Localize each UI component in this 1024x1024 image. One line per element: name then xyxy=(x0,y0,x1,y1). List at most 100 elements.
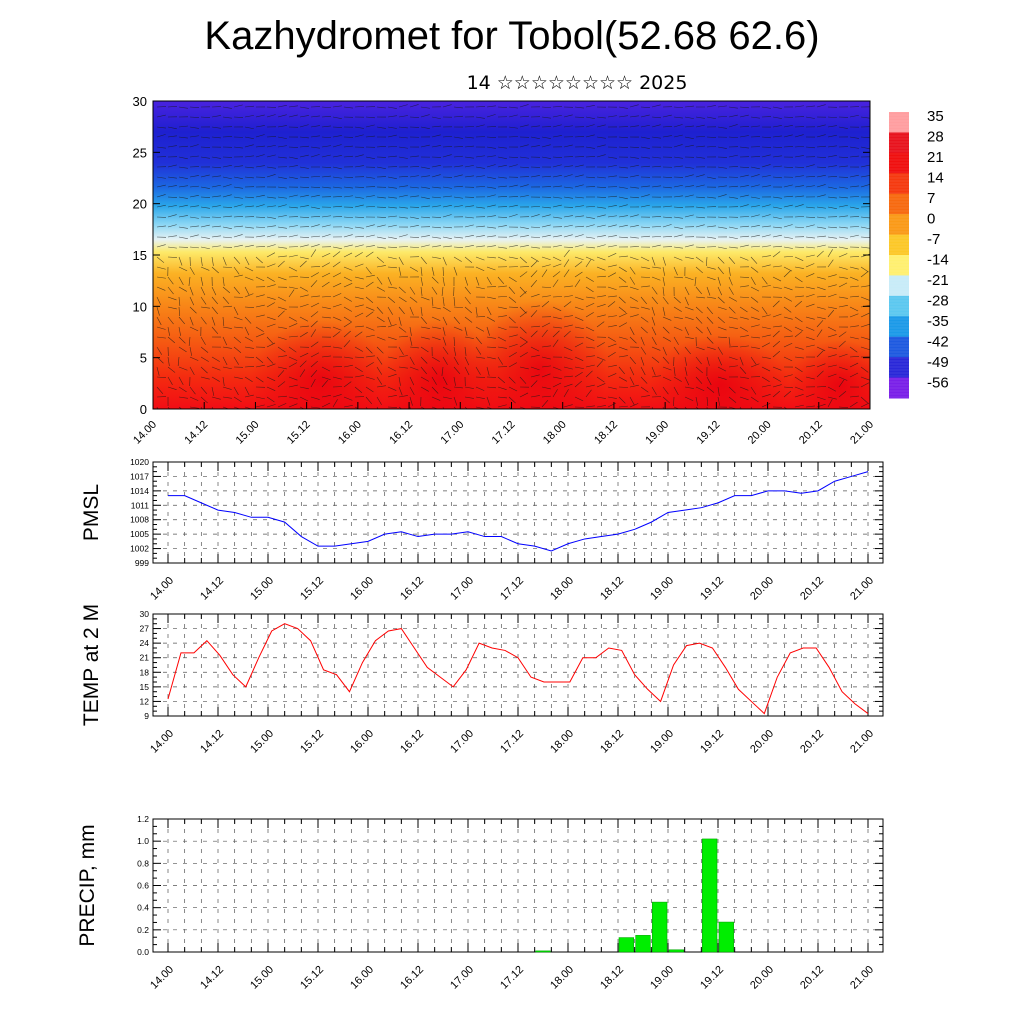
wind-arrow xyxy=(332,346,342,349)
wind-arrow xyxy=(530,374,540,378)
wind-arrow xyxy=(453,386,463,389)
wind-arrow xyxy=(464,175,474,178)
wind-arrow xyxy=(783,224,793,228)
wind-arrow xyxy=(332,246,342,249)
wind-arrow xyxy=(849,146,859,149)
wind-arrow xyxy=(640,276,651,278)
wind-arrow xyxy=(420,346,429,353)
wind-arrow xyxy=(849,401,858,408)
x-tick-label: 16.00 xyxy=(336,419,364,447)
x-tick-label: 21.00 xyxy=(848,728,876,756)
wind-arrow xyxy=(662,186,672,189)
wind-arrow xyxy=(288,396,298,400)
wind-arrow xyxy=(167,126,177,130)
wind-arrow xyxy=(343,106,353,109)
wind-arrow xyxy=(376,356,383,365)
wind-arrow xyxy=(343,306,352,312)
wind-arrow xyxy=(420,114,430,118)
wind-arrow xyxy=(860,266,869,273)
wind-arrow xyxy=(310,194,320,198)
wind-arrow xyxy=(519,104,529,108)
wind-arrow xyxy=(365,205,375,208)
wind-arrow xyxy=(167,316,174,325)
wind-arrow xyxy=(860,164,870,168)
wind-arrow xyxy=(541,322,551,328)
wind-arrow xyxy=(453,205,463,208)
wind-arrow xyxy=(332,251,341,258)
wind-arrow xyxy=(442,386,452,392)
wind-arrow xyxy=(673,116,683,119)
wind-arrow xyxy=(222,326,232,329)
wind-arrow xyxy=(618,204,628,208)
wind-arrow xyxy=(442,406,444,409)
wind-arrow xyxy=(200,256,203,266)
wind-arrow xyxy=(739,316,749,320)
wind-arrow xyxy=(596,295,606,298)
wind-arrow xyxy=(387,236,397,239)
wind-arrow xyxy=(728,154,738,158)
wind-arrow xyxy=(739,366,747,374)
wind-arrow xyxy=(486,336,496,339)
wind-arrow xyxy=(574,380,582,388)
wind-arrow xyxy=(409,195,419,198)
wind-arrow xyxy=(750,184,760,188)
wind-arrow xyxy=(464,205,474,208)
wind-arrow xyxy=(486,215,496,218)
wind-arrow xyxy=(409,406,411,409)
wind-arrow xyxy=(860,236,870,239)
wind-arrow xyxy=(651,336,657,345)
wind-arrow xyxy=(442,214,452,218)
wind-arrow xyxy=(409,224,419,228)
wind-arrow xyxy=(596,176,606,179)
wind-arrow xyxy=(255,294,265,298)
wind-arrow xyxy=(695,174,705,178)
y-axis-label: PRECIP, mm xyxy=(76,824,99,946)
wind-arrow xyxy=(739,194,749,198)
wind-arrow xyxy=(233,204,243,208)
wind-arrow xyxy=(189,225,199,228)
wind-arrow xyxy=(552,196,562,199)
wind-arrow xyxy=(607,325,617,328)
wind-arrow xyxy=(860,226,870,230)
wind-arrow xyxy=(530,380,538,388)
wind-arrow xyxy=(772,245,782,248)
wind-arrow xyxy=(596,124,606,128)
wind-arrow xyxy=(288,176,298,179)
wind-arrow xyxy=(574,306,584,311)
wind-arrow xyxy=(200,224,210,228)
wind-arrow xyxy=(398,306,405,315)
pmsl-series-line xyxy=(168,471,869,552)
wind-arrow xyxy=(783,134,793,138)
wind-arrow xyxy=(574,366,584,369)
wind-arrow xyxy=(398,256,404,265)
wind-arrow xyxy=(475,346,482,355)
x-tick-label: 19.00 xyxy=(648,575,676,603)
wind-arrow xyxy=(684,306,694,311)
wind-arrow xyxy=(365,195,375,198)
wind-arrow xyxy=(838,331,847,338)
precip-bar xyxy=(652,901,668,953)
wind-arrow xyxy=(222,184,232,188)
wind-arrow xyxy=(706,116,716,119)
wind-arrow xyxy=(574,164,584,168)
wind-arrow xyxy=(398,335,408,338)
wind-arrow xyxy=(750,276,756,285)
wind-arrow xyxy=(365,251,374,258)
wind-arrow xyxy=(299,276,310,278)
wind-arrow xyxy=(354,252,363,258)
wind-arrow xyxy=(662,386,669,395)
wind-arrow xyxy=(486,346,497,348)
wind-arrow xyxy=(519,392,529,398)
wind-arrow xyxy=(189,386,196,395)
wind-arrow xyxy=(860,323,870,328)
wind-arrow xyxy=(288,384,298,388)
y-tick-label: 9 xyxy=(144,711,149,721)
wind-arrow xyxy=(805,326,815,331)
wind-arrow xyxy=(321,281,330,288)
wind-arrow xyxy=(332,376,342,380)
wind-arrow xyxy=(761,264,771,268)
wind-arrow xyxy=(618,266,627,272)
wind-arrow xyxy=(585,364,595,368)
wind-arrow xyxy=(299,332,308,338)
wind-arrow xyxy=(277,355,287,358)
